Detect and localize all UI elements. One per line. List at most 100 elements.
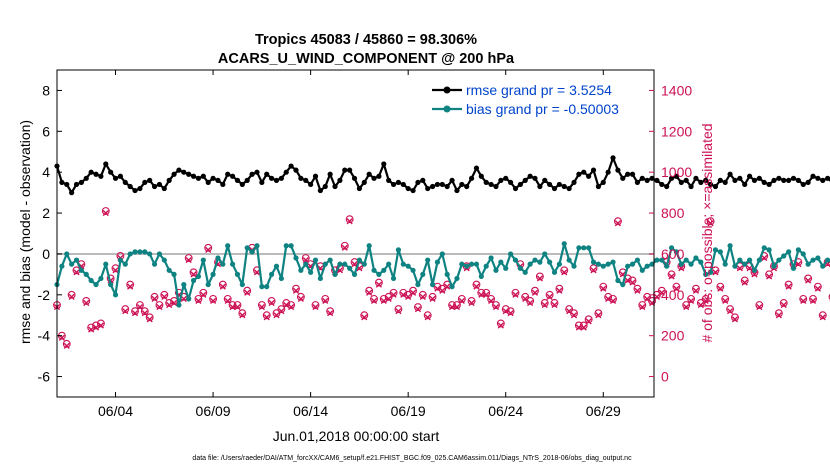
y-tick-label: -2	[38, 287, 51, 303]
rmse-point	[503, 175, 509, 181]
obs-possible-point	[638, 301, 647, 309]
rmse-point	[805, 179, 811, 186]
y-right-tick-label: 800	[661, 205, 685, 221]
rmse-point	[566, 185, 572, 192]
rmse-point	[581, 169, 587, 175]
bias-point	[156, 251, 163, 257]
bias-point	[112, 292, 119, 298]
legend-box	[427, 78, 648, 124]
obs-possible-point	[628, 276, 637, 285]
y-right-tick-label: 200	[661, 328, 685, 344]
obs-assimilated-point	[73, 269, 80, 276]
obs-possible-point	[389, 288, 398, 297]
bias-point	[751, 267, 758, 273]
rmse-point	[103, 161, 109, 167]
rmse-point	[590, 167, 597, 173]
obs-possible-point	[189, 268, 198, 277]
bias-point	[449, 284, 455, 290]
obs-possible-point	[418, 290, 427, 299]
bias-point	[151, 261, 158, 267]
obs-possible-point	[360, 311, 369, 320]
obs-assimilated-point	[595, 312, 602, 319]
bias-point	[322, 261, 328, 267]
obs-possible-point	[262, 311, 271, 320]
rmse-point	[161, 185, 167, 192]
bias-point	[551, 269, 558, 275]
rmse-point	[464, 183, 470, 190]
obs-possible-point	[740, 276, 749, 285]
obs-assimilated-point	[492, 303, 500, 311]
obs-possible-point	[96, 319, 105, 328]
obs-assimilated-point	[712, 269, 719, 276]
bias-point	[176, 302, 182, 308]
obs-possible-point	[799, 294, 808, 303]
rmse-point	[195, 175, 202, 181]
obs-assimilated-point	[751, 271, 758, 278]
bias-point	[707, 269, 714, 275]
bias-point	[586, 245, 592, 251]
chart-title-line-2: ACARS_U_WIND_COMPONENT @ 200 hPa	[218, 51, 515, 67]
rmse-point	[269, 175, 275, 181]
obs-assimilated-point	[673, 285, 680, 292]
plot-area: 06/04 06/09 06/14 06/19 06/24 06/29 -6 -4 -2 0 2 4…	[38, 69, 830, 419]
x-tick-label: 06/14	[293, 403, 328, 419]
rmse-point	[751, 177, 758, 183]
bias-point	[288, 243, 294, 249]
obs-possible-point	[394, 305, 403, 314]
legend-bias-label: bias grand pr = -0.50003	[466, 101, 619, 117]
obs-possible-point	[599, 282, 608, 291]
obs-assimilated-point	[136, 303, 144, 311]
rmse-point	[351, 175, 358, 181]
obs-assimilated-point	[507, 310, 514, 317]
obs-assimilated-point	[141, 310, 148, 317]
rmse-point	[644, 177, 650, 183]
rmse-point	[615, 167, 621, 173]
bias-point	[390, 275, 397, 282]
rmse-point	[356, 185, 363, 192]
obs-assimilated-point	[380, 297, 387, 305]
rmse-point	[737, 175, 743, 181]
rmse-point	[688, 183, 694, 190]
obs-assimilated-point	[341, 244, 348, 251]
bias-point	[361, 261, 367, 267]
obs-assimilated-point	[278, 308, 285, 315]
bias-point	[688, 261, 694, 267]
obs-possible-point	[487, 294, 496, 303]
obs-assimilated-point	[512, 291, 519, 298]
obs-possible-point	[301, 254, 310, 262]
obs-assimilated-point	[805, 277, 812, 284]
obs-possible-point	[813, 282, 822, 291]
bias-point	[673, 249, 680, 255]
bias-point	[712, 247, 719, 253]
rmse-point	[337, 177, 343, 183]
obs-possible-point	[409, 286, 418, 295]
obs-possible-point	[238, 309, 247, 318]
rmse-point	[649, 175, 655, 181]
rmse-point	[498, 177, 504, 183]
obs-assimilated-point	[385, 295, 392, 302]
obs-possible-point	[594, 309, 603, 318]
rmse-point	[342, 167, 348, 173]
y-right-tick-label: 1200	[661, 123, 692, 139]
obs-assimilated-point	[151, 295, 158, 302]
bias-point	[698, 259, 704, 265]
y-tick-label: 0	[42, 246, 50, 262]
rmse-point	[254, 169, 260, 175]
bias-point	[717, 249, 723, 255]
bias-point	[122, 261, 128, 267]
bias-point	[639, 267, 645, 273]
obs-assimilated-point	[809, 297, 817, 305]
bias-point	[386, 261, 392, 267]
obs-possible-point	[92, 321, 100, 330]
obs-possible-point	[379, 294, 388, 303]
obs-possible-point	[165, 299, 174, 307]
rmse-point	[478, 173, 484, 179]
bias-point	[351, 271, 358, 277]
bias-point	[649, 261, 655, 267]
bias-point	[654, 257, 660, 263]
obs-assimilated-point	[629, 279, 636, 286]
bias-point	[454, 275, 460, 282]
bias-point	[410, 267, 416, 273]
obs-possible-point	[423, 311, 432, 320]
bias-point	[264, 284, 270, 290]
